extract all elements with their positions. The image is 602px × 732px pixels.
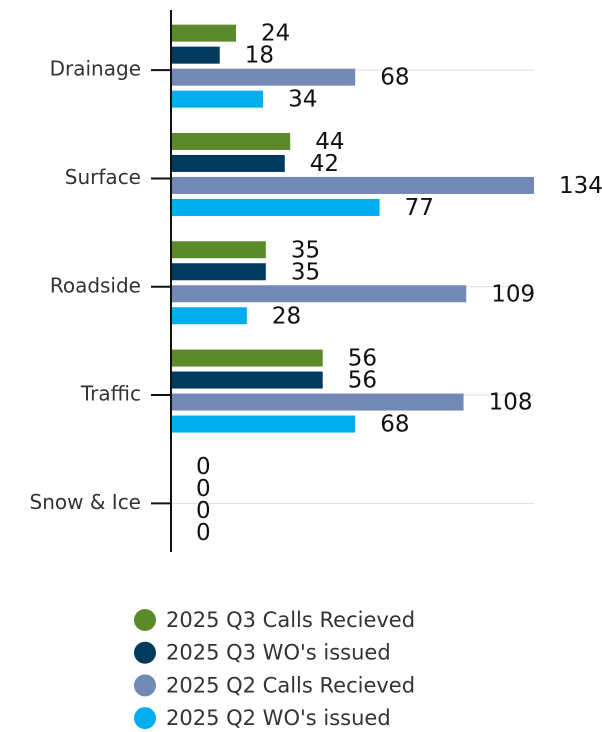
bar xyxy=(171,68,356,86)
data-label: 44 xyxy=(315,129,344,155)
bar xyxy=(171,46,220,64)
bar xyxy=(171,415,356,433)
data-label: 0 xyxy=(196,520,211,546)
legend-label: 2025 Q3 WO's issued xyxy=(166,641,391,665)
bar xyxy=(171,241,266,259)
data-label: 134 xyxy=(559,173,602,199)
bar xyxy=(171,307,247,325)
legend-swatch xyxy=(134,674,156,697)
data-label: 109 xyxy=(491,281,535,307)
bar xyxy=(171,263,266,281)
data-label: 35 xyxy=(291,237,320,263)
data-label: 108 xyxy=(489,390,533,416)
data-label: 18 xyxy=(245,43,274,69)
data-label: 68 xyxy=(380,412,409,438)
legend-label: 2025 Q2 Calls Recieved xyxy=(166,673,415,697)
data-label: 77 xyxy=(405,195,434,221)
data-label: 0 xyxy=(196,498,211,524)
bar xyxy=(171,154,285,172)
bar xyxy=(171,349,323,367)
bar xyxy=(171,285,467,303)
data-label: 28 xyxy=(272,303,301,329)
legend-swatch xyxy=(134,641,156,664)
y-tick-label: Snow & Ice xyxy=(30,490,141,514)
bar xyxy=(171,90,264,108)
bar xyxy=(171,393,464,411)
y-tick-label: Drainage xyxy=(50,57,141,81)
data-label: 35 xyxy=(291,259,320,285)
legend-label: 2025 Q2 WO's issued xyxy=(166,706,391,730)
y-tick-label: Roadside xyxy=(50,273,141,297)
data-label: 56 xyxy=(348,368,377,394)
data-label: 56 xyxy=(348,346,377,372)
data-label: 24 xyxy=(261,21,290,47)
legend-swatch xyxy=(134,707,156,730)
bar xyxy=(171,24,237,42)
data-label: 42 xyxy=(310,151,339,177)
legend-swatch xyxy=(134,609,156,631)
bar xyxy=(171,371,323,389)
y-tick-label: Surface xyxy=(65,165,141,189)
bar xyxy=(171,198,380,216)
y-tick-label: Traffic xyxy=(80,382,141,406)
legend-label: 2025 Q3 Calls Recieved xyxy=(166,608,415,632)
data-label: 0 xyxy=(196,454,211,480)
data-label: 0 xyxy=(196,476,211,502)
data-label: 34 xyxy=(288,87,317,113)
bar xyxy=(171,132,291,150)
bar xyxy=(171,176,534,194)
data-label: 68 xyxy=(380,65,409,91)
